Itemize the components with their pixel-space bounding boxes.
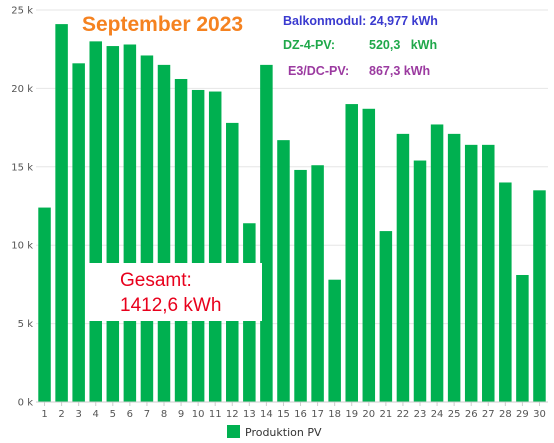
bar-day-30[interactable] — [533, 190, 546, 402]
x-tick-label: 4 — [93, 409, 99, 420]
bar-day-3[interactable] — [72, 63, 85, 402]
x-tick-label: 29 — [516, 409, 529, 420]
bar-day-4[interactable] — [89, 41, 102, 403]
y-tick-label: 20 k — [11, 84, 33, 95]
total-label: Gesamt: — [120, 270, 192, 291]
y-tick-label: 5 k — [18, 319, 34, 330]
bar-day-23[interactable] — [413, 160, 427, 402]
x-tick-label: 3 — [75, 409, 81, 420]
y-tick-label: 25 k — [11, 6, 33, 17]
x-tick-label: 21 — [379, 409, 392, 420]
bar-day-28[interactable] — [499, 182, 512, 402]
total-value: 1412,6 kWh — [120, 295, 221, 316]
legend-label: Produktion PV — [245, 426, 322, 439]
x-tick-label: 12 — [226, 409, 239, 420]
bar-day-14[interactable] — [260, 64, 273, 402]
bar-day-22[interactable] — [396, 133, 410, 402]
x-tick-label: 5 — [110, 409, 116, 420]
x-tick-label: 28 — [499, 409, 512, 420]
x-tick-label: 30 — [533, 409, 546, 420]
x-tick-label: 8 — [161, 409, 167, 420]
chart-title: September 2023 — [82, 13, 243, 36]
x-tick-label: 24 — [431, 409, 444, 420]
bar-day-9[interactable] — [174, 78, 188, 402]
bar-day-12[interactable] — [226, 122, 239, 402]
x-tick-label: 18 — [328, 409, 341, 420]
x-tick-label: 16 — [294, 409, 307, 420]
x-tick-label: 26 — [465, 409, 478, 420]
x-tick-label: 23 — [414, 409, 427, 420]
annotation-dz-value: 520,3 kWh — [369, 38, 437, 52]
bar-day-20[interactable] — [362, 108, 376, 402]
bar-day-7[interactable] — [140, 55, 154, 403]
bar-day-21[interactable] — [379, 231, 393, 402]
bar-day-29[interactable] — [516, 274, 529, 402]
x-tick-label: 25 — [448, 409, 461, 420]
bar-day-24[interactable] — [430, 124, 444, 403]
annotation-dz-label: DZ-4-PV: — [283, 38, 335, 52]
total-box — [88, 263, 262, 321]
x-tick-label: 11 — [209, 409, 222, 420]
bar-day-15[interactable] — [277, 140, 290, 403]
x-tick-label: 15 — [277, 409, 290, 420]
x-tick-label: 6 — [127, 409, 133, 420]
x-tick-label: 19 — [345, 409, 358, 420]
x-tick-label: 7 — [144, 409, 150, 420]
legend: Produktion PV — [227, 425, 322, 439]
bar-day-27[interactable] — [482, 144, 495, 402]
bar-day-18[interactable] — [328, 279, 341, 402]
bar-day-19[interactable] — [345, 104, 358, 402]
bar-day-25[interactable] — [447, 133, 461, 402]
x-tick-label: 27 — [482, 409, 495, 420]
bar-day-11[interactable] — [208, 91, 222, 402]
x-tick-label: 22 — [397, 409, 410, 420]
x-tick-label: 20 — [362, 409, 375, 420]
annotation-e3-label: E3/DC-PV: — [288, 64, 349, 78]
bar-day-17[interactable] — [311, 165, 324, 402]
annotation-balkon: Balkonmodul: 24,977 kWh — [283, 14, 438, 28]
bar-day-1[interactable] — [38, 207, 51, 402]
bars-group — [38, 24, 546, 403]
x-tick-label: 17 — [311, 409, 324, 420]
x-tick-label: 1 — [41, 409, 47, 420]
bar-day-16[interactable] — [294, 169, 307, 402]
bar-day-2[interactable] — [55, 24, 68, 402]
bar-day-26[interactable] — [464, 144, 478, 402]
bar-day-6[interactable] — [123, 44, 137, 402]
x-tick-label: 10 — [192, 409, 205, 420]
y-axis-ticks: 0 k 5 k 10 k 15 k 20 k 25 k — [11, 6, 33, 409]
x-tick-label: 14 — [260, 409, 273, 420]
annotation-e3-value: 867,3 kWh — [369, 64, 430, 78]
bar-day-10[interactable] — [191, 89, 205, 402]
bar-day-8[interactable] — [157, 64, 171, 402]
y-tick-label: 0 k — [18, 398, 34, 409]
x-tick-label: 2 — [58, 409, 64, 420]
bar-day-5[interactable] — [106, 46, 120, 403]
x-axis-ticks: 1 2 3 4 5 6 7 8 9 10 11 12 13 14 15 16 17 18 19 20 21 22 23 24 2… — [36, 401, 548, 420]
y-tick-label: 15 k — [11, 162, 33, 173]
x-tick-label: 9 — [178, 409, 184, 420]
y-tick-label: 10 k — [11, 241, 33, 252]
legend-swatch — [227, 425, 240, 438]
x-tick-label: 13 — [243, 409, 256, 420]
